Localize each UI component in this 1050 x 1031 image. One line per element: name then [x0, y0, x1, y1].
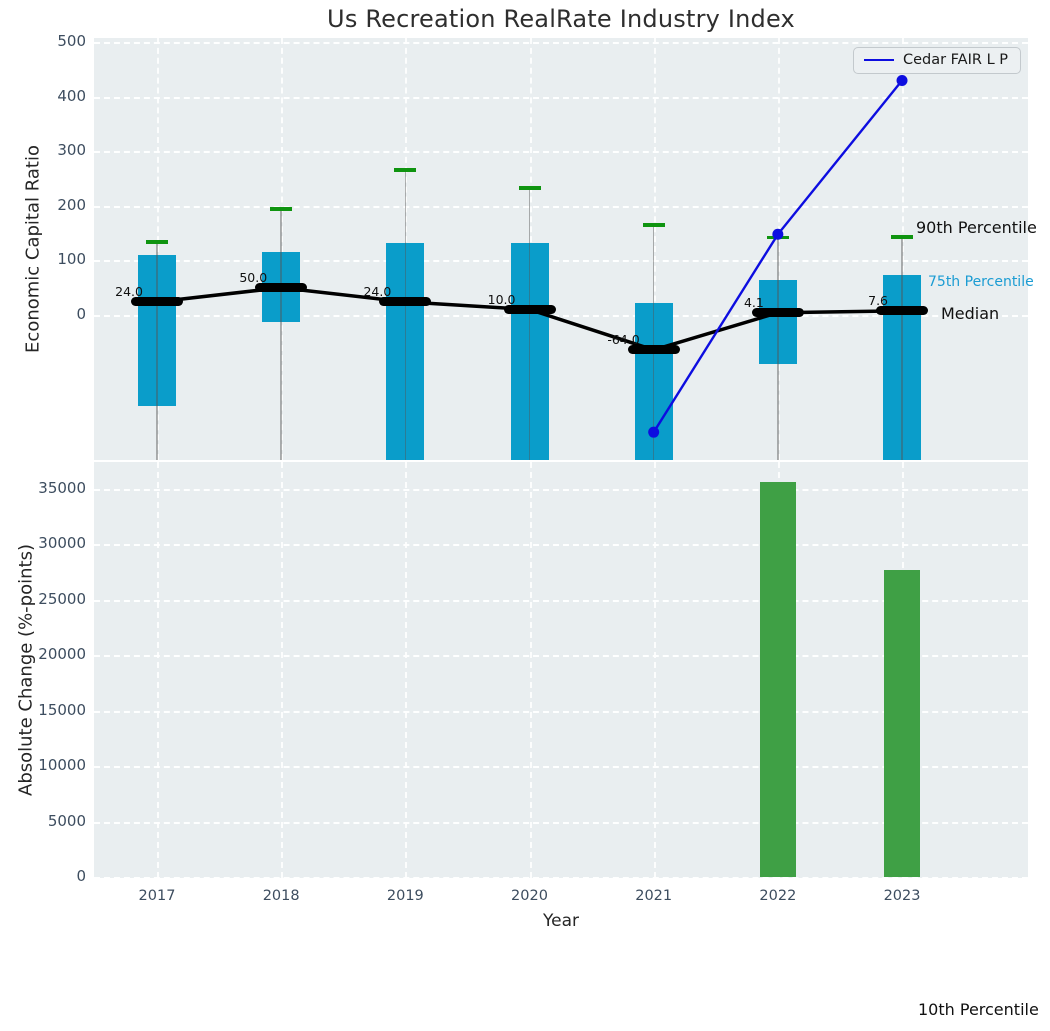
x-tick-label: 2021: [635, 888, 673, 904]
gridline-horizontal: [94, 710, 1028, 713]
gridline-horizontal: [94, 655, 1028, 658]
y-tick-label: 400: [57, 86, 86, 105]
gridline-vertical: [281, 38, 284, 460]
gridline-vertical: [157, 462, 159, 878]
gridline-vertical: [777, 38, 780, 460]
median-value-label: 4.1: [743, 294, 764, 310]
y-tick-label: 20000: [38, 645, 86, 664]
whisker-line: [652, 225, 655, 460]
legend: Cedar FAIR L P: [852, 47, 1021, 74]
y-tick-label: 200: [57, 195, 86, 214]
median-value-label: 24.0: [363, 283, 392, 299]
x-tick-label: 2020: [511, 888, 548, 904]
whisker-cap-90th: [394, 168, 417, 172]
median-value-label: 50.0: [239, 269, 268, 285]
x-tick-label: 2023: [883, 888, 921, 904]
legend-label: Cedar FAIR L P: [902, 52, 1008, 68]
whisker-line: [528, 187, 531, 460]
y-tick-label: 500: [57, 32, 86, 51]
median-value-label: -64.0: [607, 331, 640, 347]
whisker-cap-90th: [891, 235, 914, 239]
whisker-line: [777, 237, 779, 460]
median-value-label: 7.6: [868, 292, 889, 308]
y-tick-label: 35000: [38, 478, 86, 497]
annotation-10th-percentile: 10th Percentile: [918, 1000, 1039, 1019]
absolute-change-bar: [884, 569, 921, 877]
cedar-fair-marker: [896, 75, 908, 87]
y-tick-label: 300: [57, 141, 86, 160]
gridline-horizontal: [94, 821, 1028, 824]
whisker-line: [156, 241, 158, 460]
absolute-change-bar: [759, 482, 796, 877]
median-marker: [876, 306, 929, 316]
gridline-vertical: [529, 462, 532, 878]
median-marker: [503, 305, 556, 314]
cedar-fair-line: [652, 79, 903, 433]
gridline-horizontal: [94, 766, 1028, 769]
bottom-axes-absolute-change: [94, 462, 1028, 878]
gridline-horizontal: [94, 205, 1028, 208]
gridline-vertical: [405, 462, 408, 878]
median-marker: [131, 297, 183, 307]
box-bar-interquartile: [138, 254, 176, 406]
legend-line-sample-icon: [863, 59, 894, 61]
median-marker: [255, 283, 308, 293]
whisker-cap-90th: [518, 186, 541, 190]
median-marker: [379, 297, 432, 307]
whisker-cap-90th: [642, 223, 665, 227]
y-tick-label: 5000: [47, 811, 86, 830]
whisker-cap-90th: [270, 207, 293, 211]
y-tick-label: 0: [76, 304, 86, 323]
gridline-horizontal: [94, 599, 1028, 602]
cedar-fair-marker: [772, 228, 784, 240]
median-value-label: 24.0: [115, 283, 143, 299]
box-bar-interquartile: [758, 280, 797, 365]
x-tick-label: 2019: [386, 888, 424, 904]
y-tick-label: 10000: [38, 756, 86, 775]
cedar-fair-marker: [648, 426, 660, 438]
annotation-75th-percentile: 75th Percentile: [928, 274, 1034, 290]
median-value-label: 10.0: [487, 291, 516, 307]
gridline-horizontal: [94, 544, 1028, 547]
box-bar-interquartile: [510, 242, 549, 460]
gridline-horizontal: [94, 151, 1028, 154]
x-tick-label: 2022: [759, 888, 797, 904]
median-marker: [627, 345, 680, 355]
whisker-line: [280, 209, 282, 460]
y-tick-label: 0: [76, 867, 86, 885]
y-tick-label: 25000: [38, 589, 86, 608]
top-axes-economic-capital-ratio: 24.0 50.0 24.0 10.0 -64.0 4.1 7.6: [94, 38, 1028, 460]
box-bar-interquartile: [883, 275, 922, 460]
gridline-vertical: [281, 462, 284, 878]
whisker-line: [404, 169, 407, 460]
gridline-vertical: [653, 462, 656, 878]
x-tick-label: 2017: [138, 888, 176, 904]
annotation-median: Median: [941, 304, 1000, 323]
gridline-horizontal: [94, 488, 1028, 491]
y-tick-label: 100: [57, 250, 86, 269]
annotation-90th-percentile: 90th Percentile: [916, 218, 1037, 237]
line-overlay: [156, 75, 908, 438]
box-bar-interquartile: [386, 242, 425, 460]
x-tick-label: 2018: [262, 888, 300, 904]
chart-title: Us Recreation RealRate Industry Index: [327, 5, 795, 33]
gridline-vertical: [157, 38, 159, 460]
median-marker: [751, 308, 804, 318]
gridline-vertical: [653, 38, 656, 460]
gridline-horizontal: [94, 96, 1028, 99]
gridline-horizontal: [94, 42, 1028, 45]
median-line: [156, 285, 903, 352]
whisker-line: [901, 236, 903, 460]
gridline-vertical: [902, 38, 905, 460]
gridline-horizontal: [94, 314, 1028, 317]
y-tick-label: 30000: [38, 534, 86, 553]
gridline-horizontal: [94, 260, 1028, 263]
x-axis-label: Year: [543, 911, 579, 931]
gridline-horizontal: [94, 877, 1028, 878]
whisker-cap-90th: [146, 240, 168, 244]
y-tick-label: 15000: [38, 700, 86, 719]
